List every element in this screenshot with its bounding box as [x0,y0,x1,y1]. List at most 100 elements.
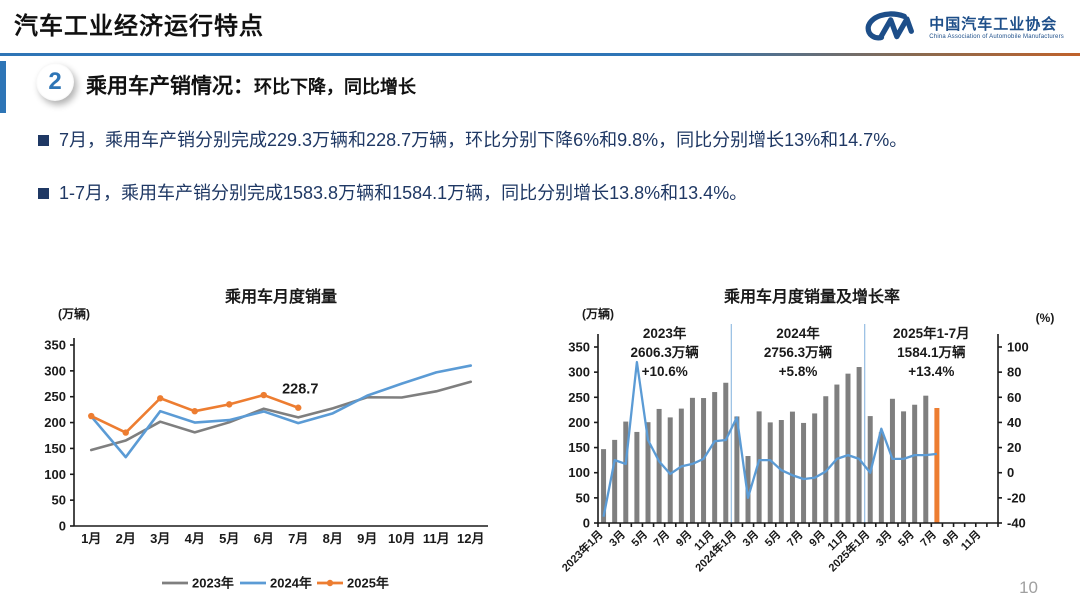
x-tick-label: 5月 [629,528,650,549]
section-subtitle: 环比下降，同比增长 [254,77,416,97]
bullet-text: 7月，乘用车产销分别完成229.3万辆和228.7万辆，环比分别下降6%和9.8… [59,130,908,150]
logo-org-name-en: China Association of Automobile Manufact… [929,33,1064,40]
left-tick-label: 300 [568,365,590,380]
monthly-sales-line-chart: 乘用车月度销量 (万辆) 0 50 100 150 200 250 300 350 1月 2月 3月 4月… [44,287,488,591]
sales-bar [923,395,929,523]
section-title: 乘用车产销情况： [86,75,254,98]
right-tick-label: 60 [1007,390,1021,405]
sales-bar [801,422,807,523]
x-tick-label: 12月 [457,531,484,546]
right-tick-label: 80 [1007,365,1021,380]
x-tick-label: 6月 [254,531,274,546]
left-tick-label: 250 [568,390,590,405]
svg-text:2023年: 2023年 [643,325,687,341]
bullet-square-icon [38,135,49,146]
sales-bar [623,421,629,523]
sales-bar [934,407,940,523]
sales-bar [667,417,673,523]
bullet-item: 1-7月，乘用车产销分别完成1583.8万辆和1584.1万辆，同比分别增长13… [38,177,1028,210]
year-summary-annotation: 2024年 2756.3万辆 +5.8% [764,325,833,379]
legend: 2023年 2024年 2025年 [162,576,389,591]
x-tick-label: 3月 [607,528,628,549]
series-2025年 [88,391,302,436]
legend-label: 2024年 [270,576,312,591]
x-tick-label: 5月 [762,528,783,549]
section-accent-bar [0,61,6,113]
sales-bar [789,411,795,523]
section-number-badge: 2 [36,63,74,101]
svg-text:+5.8%: +5.8% [779,364,818,379]
legend-label: 2023年 [192,576,234,591]
right-tick-label: -20 [1007,490,1026,505]
x-tick-label: 8月 [323,531,343,546]
y-tick-label: 100 [44,467,66,482]
x-tick-label: 11月 [958,528,983,553]
chart-title: 乘用车月度销量及增长率 [723,287,900,306]
sales-bar [756,411,762,523]
x-tick-label: 3月 [873,528,894,549]
sales-bar [634,431,640,523]
series-2024年 [89,364,473,459]
y-tick-label: 250 [44,389,66,404]
y-tick-label: 300 [44,363,66,378]
chart-title: 乘用车月度销量 [224,287,337,306]
year-summary-annotation: 2023年 2606.3万辆 +10.6% [631,325,700,379]
bullet-item: 7月，乘用车产销分别完成229.3万辆和228.7万辆，环比分别下降6%和9.8… [38,124,1028,157]
left-tick-label: 150 [568,440,590,455]
axes [70,338,488,527]
year-summary-annotation: 2025年1-7月 1584.1万辆 +13.4% [893,325,970,379]
left-tick-label: 100 [568,465,590,480]
y-tick-label: 50 [52,493,66,508]
growth-rate-line [602,360,938,517]
sales-bar [845,373,851,523]
left-tick-label: 350 [568,340,590,355]
x-tick-label: 9月 [940,528,961,549]
bullet-list: 7月，乘用车产销分别完成229.3万辆和228.7万辆，环比分别下降6%和9.8… [38,124,1028,230]
x-tick-label: 9月 [673,528,694,549]
sales-bar [645,422,651,523]
sales-bar [601,449,607,523]
left-tick-label: 0 [583,516,590,531]
data-point-marker [260,391,267,399]
svg-text:1584.1万辆: 1584.1万辆 [897,344,966,360]
left-tick-label: 50 [576,490,590,505]
left-unit-label: (万辆) [582,306,614,321]
sales-bar [656,408,662,523]
bullet-square-icon [38,188,49,199]
x-tick-label: 3月 [150,531,170,546]
sales-bar [889,398,895,523]
bullet-text: 1-7月，乘用车产销分别完成1583.8万辆和1584.1万辆，同比分别增长13… [59,183,748,203]
sales-bar [878,432,884,523]
x-tick-label: 7月 [918,528,939,549]
y-unit-label: (万辆) [58,306,90,321]
x-tick-label: 7月 [651,528,672,549]
sales-bar [701,398,707,523]
page-title: 汽车工业经济运行特点 [14,13,264,40]
right-tick-label: 100 [1007,340,1029,355]
data-point-marker [88,412,95,420]
value-annotation: 228.7 [282,382,318,398]
y-tick-label: 150 [44,441,66,456]
header-divider [0,53,1080,56]
svg-text:2025年1-7月: 2025年1-7月 [893,325,970,341]
y-tick-label: 0 [59,519,66,534]
sales-bar [901,411,907,523]
sales-bar [912,404,918,523]
left-tick-label: 200 [568,415,590,430]
svg-text:+13.4%: +13.4% [908,364,954,379]
x-tick-label: 9月 [807,528,828,549]
x-tick-label: 9月 [357,531,377,546]
sales-bar [723,382,729,523]
page-number: 10 [1019,578,1038,597]
x-tick-label: 11月 [423,531,450,546]
right-tick-label: -40 [1007,516,1026,531]
data-point-marker [191,407,198,415]
x-tick-label: 4月 [185,531,205,546]
sales-bar [734,416,740,523]
sales-bar [689,397,695,523]
data-point-marker [157,395,164,402]
svg-text:2024年: 2024年 [776,325,820,341]
sales-bar [767,422,773,523]
right-tick-label: 20 [1007,440,1021,455]
